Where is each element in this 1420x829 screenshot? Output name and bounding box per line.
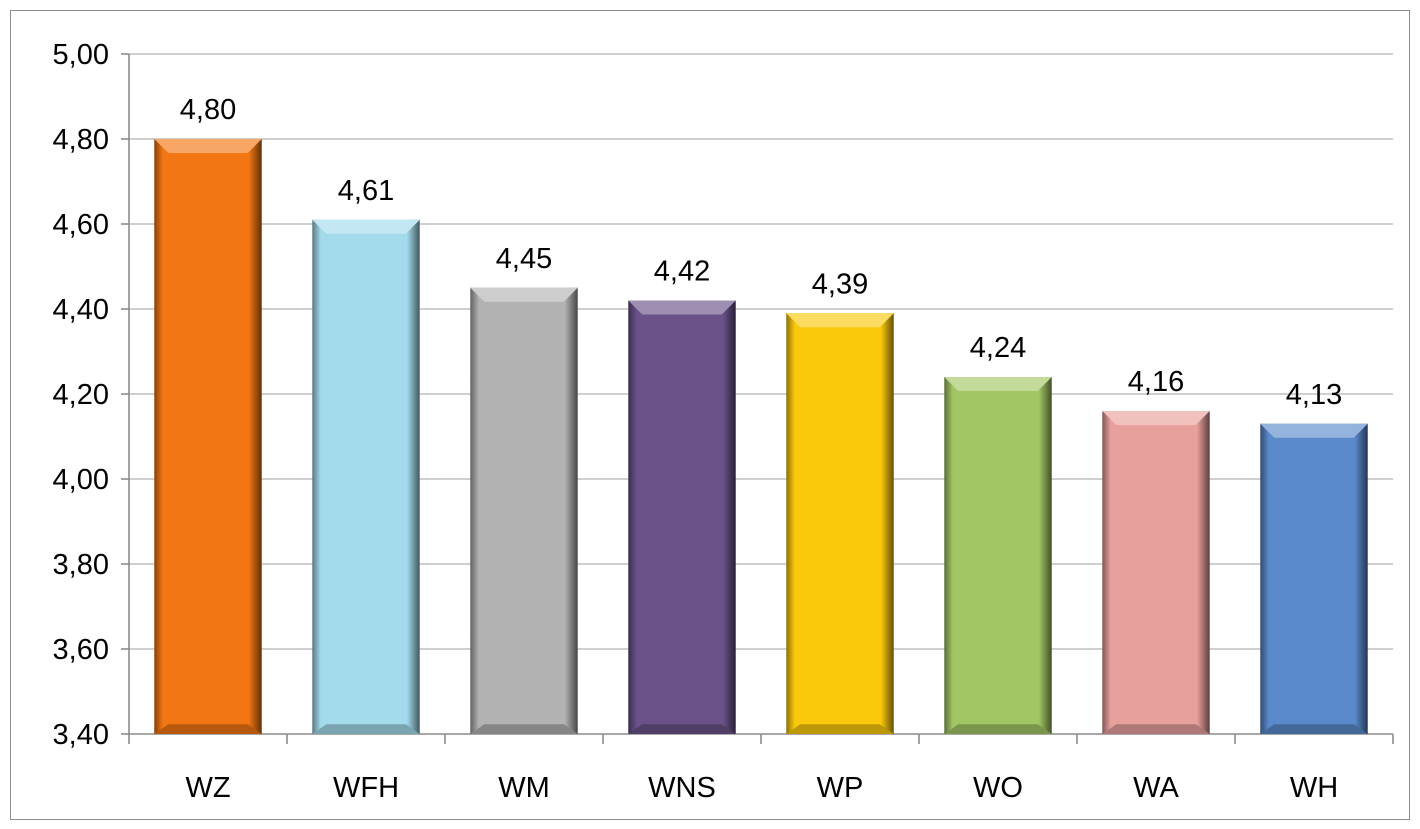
bar-wh xyxy=(1260,423,1368,734)
bar-bottom-bevel xyxy=(1260,724,1368,734)
data-label: 4,13 xyxy=(1286,379,1342,411)
bar-wm xyxy=(470,287,578,734)
data-label: 4,45 xyxy=(496,243,552,275)
data-label: 4,39 xyxy=(812,268,868,300)
bar-wfh xyxy=(312,219,420,734)
bar xyxy=(1102,411,1210,734)
y-tick-label: 4,20 xyxy=(53,379,109,411)
bar xyxy=(312,219,420,734)
bar xyxy=(628,300,736,734)
bar xyxy=(1260,423,1368,734)
bar-top-bevel xyxy=(154,139,262,153)
x-tick-label: WA xyxy=(1133,772,1179,804)
bar-chart: 3,40 3,60 3,80 4,00 4,20 4,40 4,60 4,80 5,00 4,80… xyxy=(53,39,1394,804)
x-tick-label: WZ xyxy=(185,772,230,804)
data-label: 4,80 xyxy=(180,94,236,126)
bar-bottom-bevel xyxy=(154,724,262,734)
bar-top-bevel xyxy=(1260,423,1368,438)
data-label: 4,16 xyxy=(1128,366,1184,398)
y-tick-label: 5,00 xyxy=(53,39,109,71)
bar xyxy=(786,313,894,734)
bar-bottom-bevel xyxy=(312,724,420,734)
y-tick-label: 4,00 xyxy=(53,464,109,496)
bar xyxy=(154,139,262,734)
bar xyxy=(944,377,1052,734)
bar-wp xyxy=(786,313,894,734)
y-tick-label: 4,80 xyxy=(53,124,109,156)
data-label: 4,24 xyxy=(970,332,1026,364)
y-tick-label: 4,40 xyxy=(53,294,109,326)
bar-top-bevel xyxy=(312,219,420,234)
x-tick-label: WP xyxy=(817,772,864,804)
bar xyxy=(470,287,578,734)
bar-bottom-bevel xyxy=(628,724,736,734)
bar-wo xyxy=(944,377,1052,734)
bar-bottom-bevel xyxy=(470,724,578,734)
y-tick-label: 3,60 xyxy=(53,634,109,666)
bar-bottom-bevel xyxy=(786,724,894,734)
bar-bottom-bevel xyxy=(944,724,1052,734)
chart-area: 3,40 3,60 3,80 4,00 4,20 4,40 4,60 4,80 5,00 4,80… xyxy=(10,10,1410,820)
y-tick-label: 3,40 xyxy=(53,719,109,751)
bar-wa xyxy=(1102,411,1210,734)
bar-top-bevel xyxy=(470,287,578,302)
x-tick-label: WO xyxy=(973,772,1023,804)
bars xyxy=(154,139,1368,734)
bar-wz xyxy=(154,139,262,734)
x-tick-label: WNS xyxy=(648,772,716,804)
bar-bottom-bevel xyxy=(1102,724,1210,734)
x-tick-label: WM xyxy=(498,772,550,804)
bar-top-bevel xyxy=(944,377,1052,391)
x-tick-label: WH xyxy=(1290,772,1338,804)
labels: 3,40 3,60 3,80 4,00 4,20 4,40 4,60 4,80 5,00 4,80… xyxy=(53,39,1343,804)
bar-top-bevel xyxy=(628,300,736,315)
bar-top-bevel xyxy=(1102,411,1210,425)
bar-wns xyxy=(628,300,736,734)
x-tick-label: WFH xyxy=(333,772,399,804)
data-label: 4,42 xyxy=(654,256,710,288)
data-label: 4,61 xyxy=(338,175,394,207)
bar-top-bevel xyxy=(786,313,894,328)
y-tick-label: 3,80 xyxy=(53,549,109,581)
y-tick-label: 4,60 xyxy=(53,209,109,241)
